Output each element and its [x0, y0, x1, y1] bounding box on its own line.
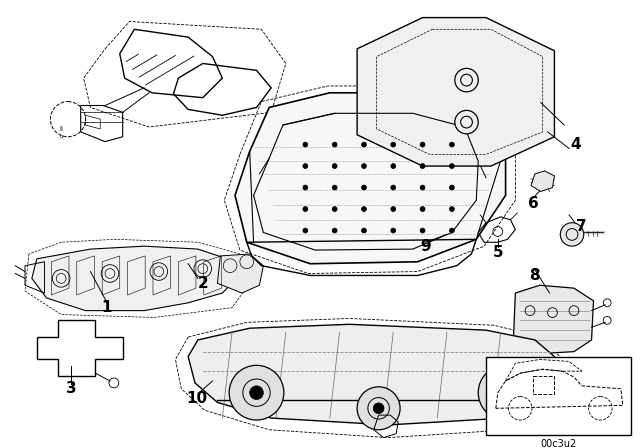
Polygon shape — [218, 254, 263, 293]
Circle shape — [303, 185, 308, 190]
Circle shape — [362, 228, 366, 233]
Circle shape — [229, 365, 284, 420]
Bar — [486, 357, 630, 435]
Text: 9: 9 — [420, 239, 431, 254]
Circle shape — [332, 142, 337, 147]
Text: 4: 4 — [571, 137, 581, 152]
Circle shape — [332, 207, 337, 211]
Polygon shape — [513, 285, 593, 353]
Circle shape — [303, 207, 308, 211]
Circle shape — [362, 207, 366, 211]
Text: 3: 3 — [66, 381, 76, 396]
Polygon shape — [32, 246, 237, 310]
Text: II: II — [59, 126, 63, 132]
Polygon shape — [357, 17, 554, 166]
Circle shape — [391, 185, 396, 190]
Circle shape — [250, 386, 263, 400]
Polygon shape — [188, 324, 564, 425]
Circle shape — [303, 228, 308, 233]
Circle shape — [560, 223, 584, 246]
Circle shape — [449, 207, 454, 211]
Circle shape — [478, 365, 533, 420]
Circle shape — [420, 164, 425, 168]
Polygon shape — [531, 171, 554, 191]
Circle shape — [391, 228, 396, 233]
Circle shape — [449, 228, 454, 233]
Circle shape — [362, 164, 366, 168]
Circle shape — [449, 185, 454, 190]
Text: 5: 5 — [492, 245, 503, 259]
Circle shape — [332, 228, 337, 233]
Bar — [533, 376, 554, 394]
Circle shape — [373, 403, 384, 414]
Circle shape — [357, 387, 400, 430]
Text: 2: 2 — [197, 276, 208, 291]
Circle shape — [391, 142, 396, 147]
Circle shape — [420, 207, 425, 211]
Circle shape — [332, 164, 337, 168]
Circle shape — [303, 164, 308, 168]
Text: u: u — [60, 134, 63, 139]
Circle shape — [362, 142, 366, 147]
Text: 10: 10 — [186, 391, 207, 406]
Circle shape — [420, 142, 425, 147]
Circle shape — [449, 142, 454, 147]
Circle shape — [449, 164, 454, 168]
Text: 1: 1 — [102, 300, 112, 315]
Circle shape — [332, 185, 337, 190]
Text: 00c3u2: 00c3u2 — [540, 439, 577, 448]
Circle shape — [455, 110, 478, 134]
Circle shape — [362, 185, 366, 190]
Circle shape — [420, 228, 425, 233]
Text: 7: 7 — [577, 219, 587, 234]
Circle shape — [391, 164, 396, 168]
Circle shape — [303, 142, 308, 147]
Text: 6: 6 — [527, 196, 538, 211]
Circle shape — [455, 69, 478, 92]
Circle shape — [391, 207, 396, 211]
Polygon shape — [235, 93, 506, 264]
Circle shape — [499, 386, 513, 400]
Circle shape — [420, 185, 425, 190]
Text: 8: 8 — [529, 268, 540, 283]
